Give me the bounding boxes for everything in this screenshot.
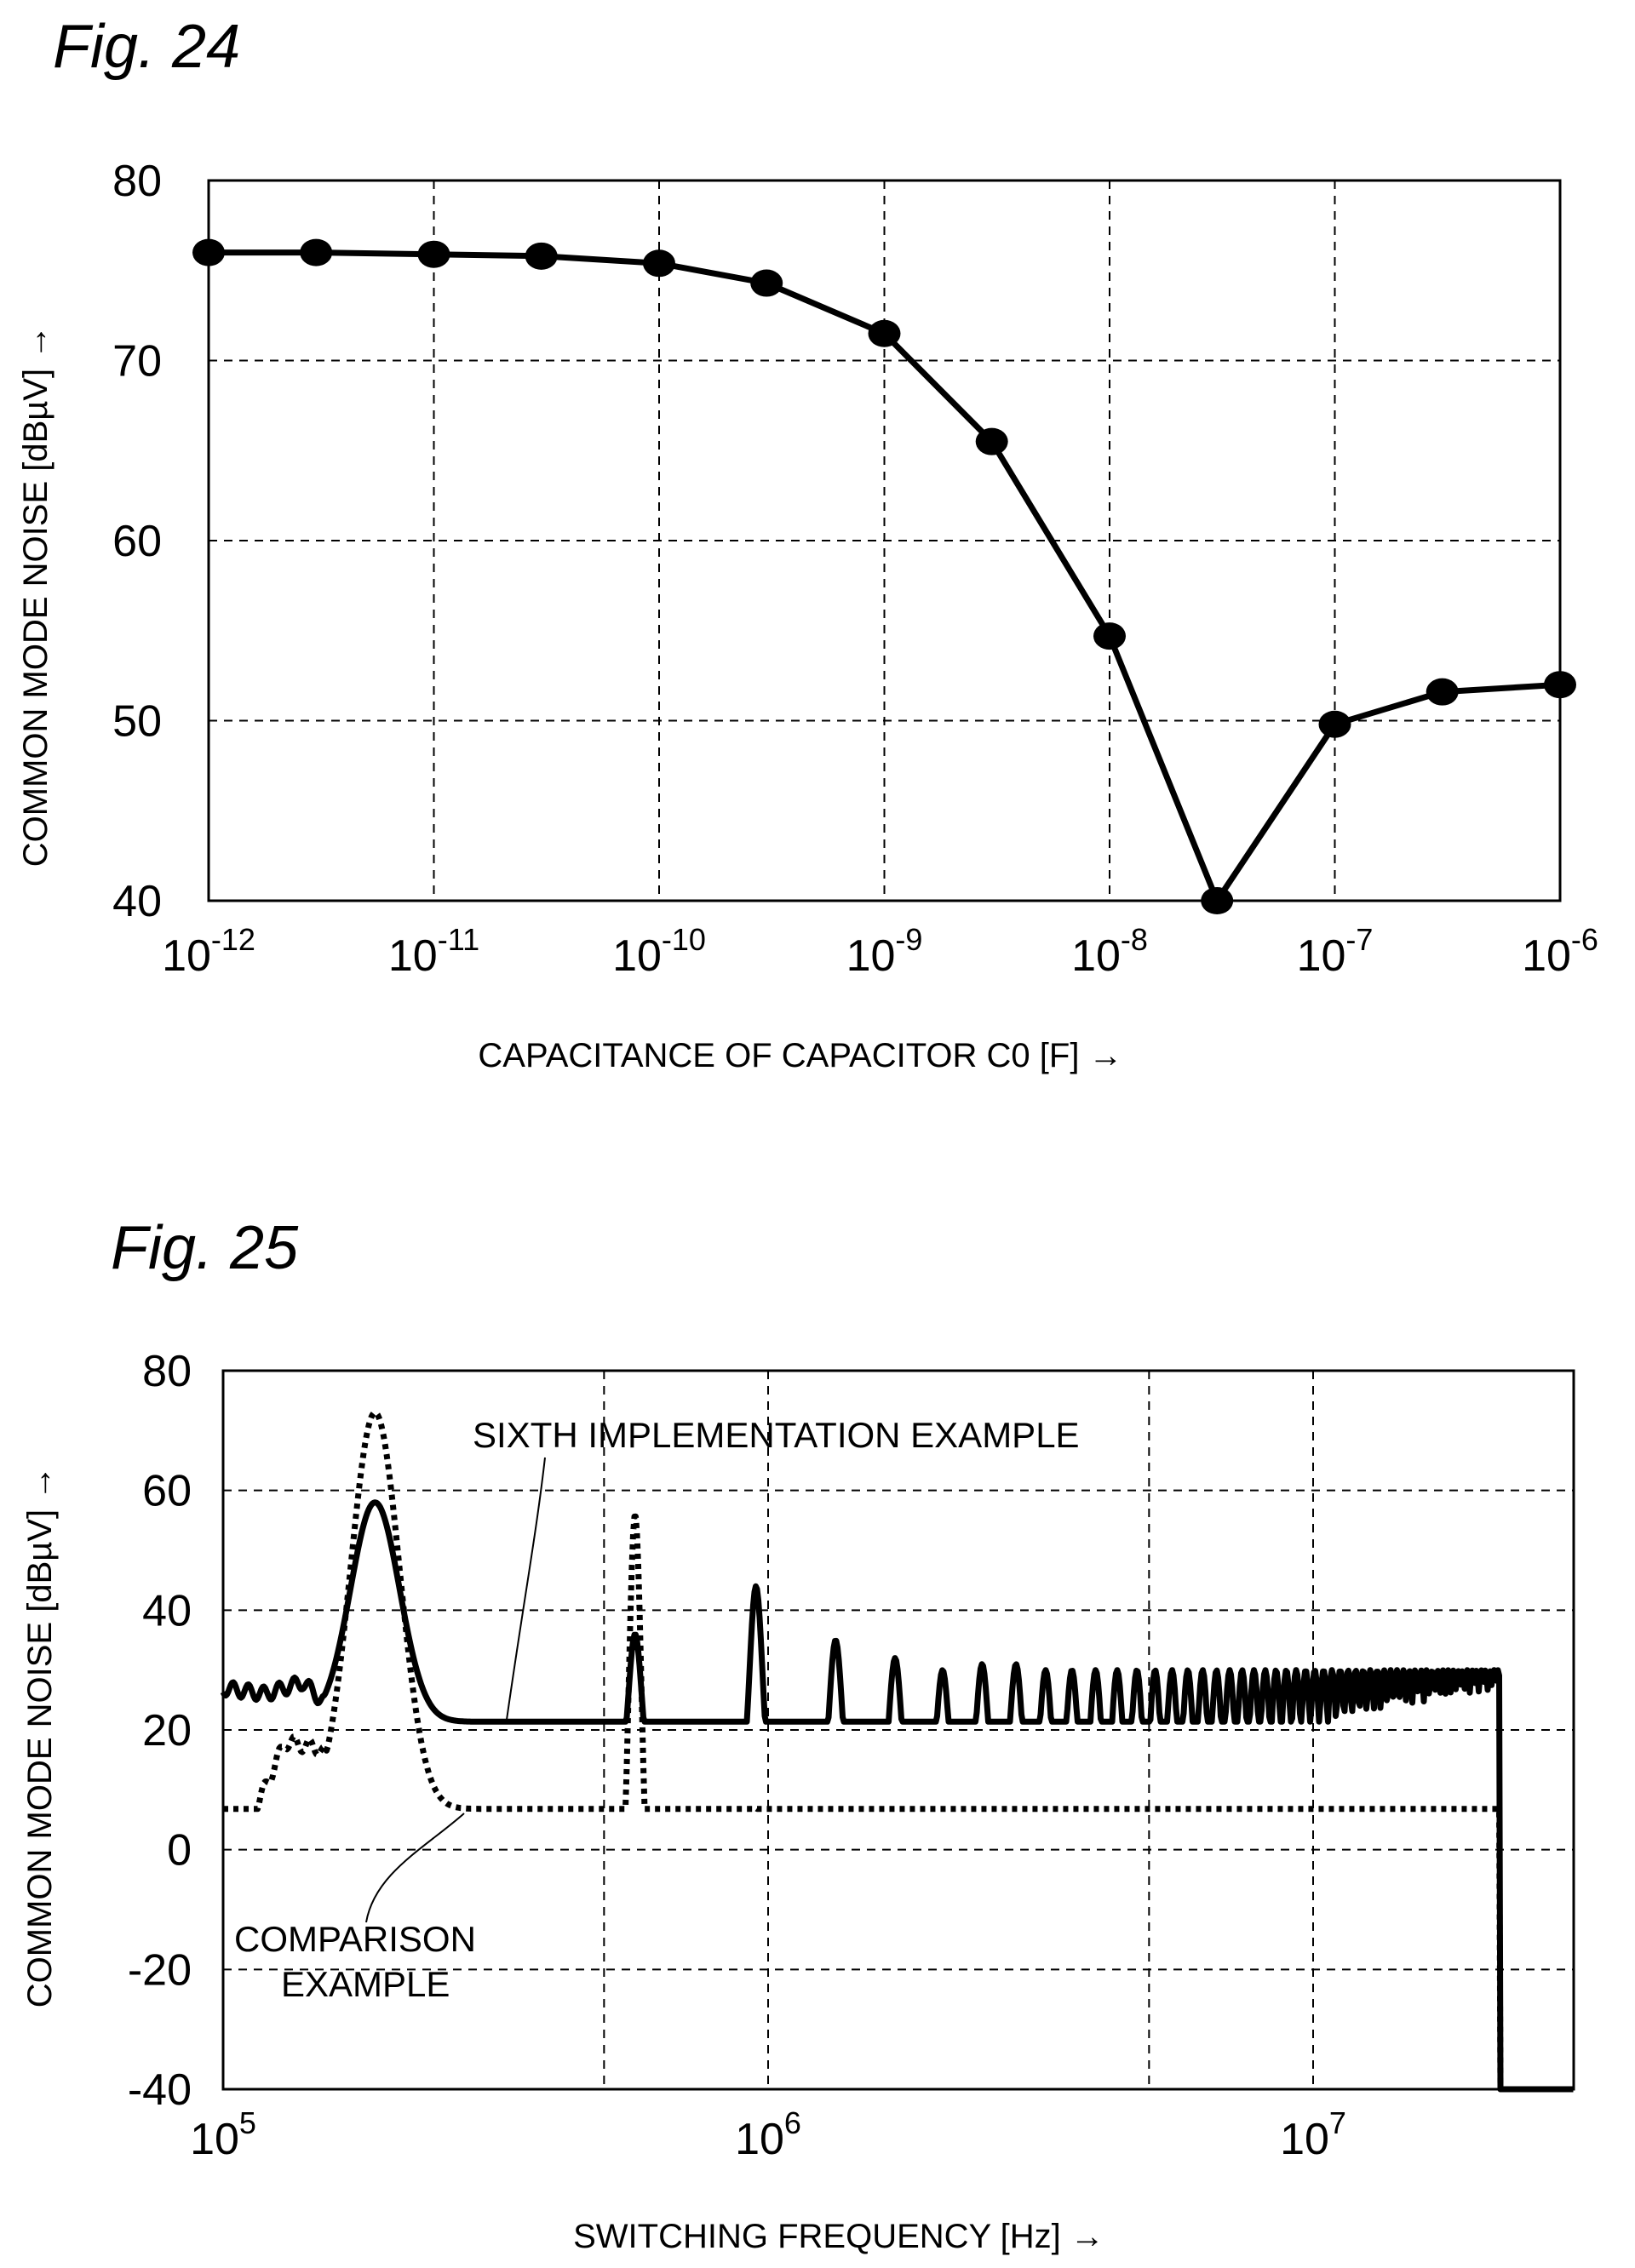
y-tick-label: 80 [142, 1347, 192, 1396]
data-point [1201, 887, 1234, 914]
series-sixth-line [220, 1499, 1575, 2093]
plot-frame [221, 1369, 1575, 2091]
data-point [300, 238, 333, 266]
y-tick-label: -20 [128, 1945, 192, 1995]
data-point [1426, 678, 1459, 706]
y-tick-label: 40 [142, 1586, 192, 1635]
data-point [417, 240, 450, 268]
x-tick-label: 10-11 [388, 922, 479, 981]
data-point [750, 269, 783, 297]
annotation-comparison-line1: COMPARISON [234, 1919, 476, 1959]
plot-frame [207, 179, 1562, 902]
data-point [192, 238, 225, 266]
fig24-label: Fig. 24 [53, 13, 241, 81]
y-axis-label: COMMON MODE NOISE [dBµV] → [17, 325, 54, 867]
data-point [868, 319, 901, 347]
x-tick-label: 10-6 [1522, 922, 1598, 981]
fig24-chart: 40 50 60 70 80 10-12 10-11 10-10 10-9 10-8 10-7 10-… [17, 157, 1598, 1074]
data-point [643, 249, 675, 278]
data-point [1093, 622, 1126, 650]
x-tick-label: 106 [735, 2105, 801, 2164]
y-tick-label: 50 [112, 697, 162, 747]
x-tick-label: 10-7 [1297, 922, 1374, 981]
data-point [975, 427, 1008, 455]
data-point [525, 242, 558, 270]
annotation-sixth: SIXTH IMPLEMENTATION EXAMPLE [473, 1415, 1080, 1455]
annotation-comparison-line2: EXAMPLE [281, 1964, 450, 2004]
y-tick-label: 60 [112, 517, 162, 566]
x-tick-label: 10-9 [846, 922, 923, 981]
y-tick-label: 60 [142, 1467, 192, 1516]
y-tick-label: 0 [167, 1826, 192, 1876]
y-axis-label: COMMON MODE NOISE [dBµV] → [21, 1466, 59, 2007]
y-tick-label: -40 [128, 2065, 192, 2115]
series-comparison-line [221, 1409, 1575, 2093]
x-tick-label: 10-12 [162, 922, 255, 981]
x-axis-label: SWITCHING FREQUENCY [Hz] → [573, 2218, 1104, 2255]
data-point [1544, 671, 1576, 699]
data-point [1318, 710, 1351, 738]
leader-line-comparison [365, 1813, 465, 1923]
x-tick-label: 10-10 [612, 922, 706, 981]
y-tick-label: 40 [112, 877, 162, 926]
y-tick-label: 70 [112, 337, 162, 387]
fig25-label: Fig. 25 [111, 1214, 299, 1282]
x-tick-label: 10-8 [1071, 922, 1148, 981]
x-tick-label: 107 [1280, 2105, 1346, 2164]
x-tick-label: 105 [190, 2105, 256, 2164]
y-tick-label: 20 [142, 1706, 192, 1755]
x-axis-label: CAPACITANCE OF CAPACITOR C0 [F] → [478, 1037, 1122, 1074]
leader-line-sixth [506, 1457, 546, 1721]
y-tick-label: 80 [112, 157, 162, 206]
